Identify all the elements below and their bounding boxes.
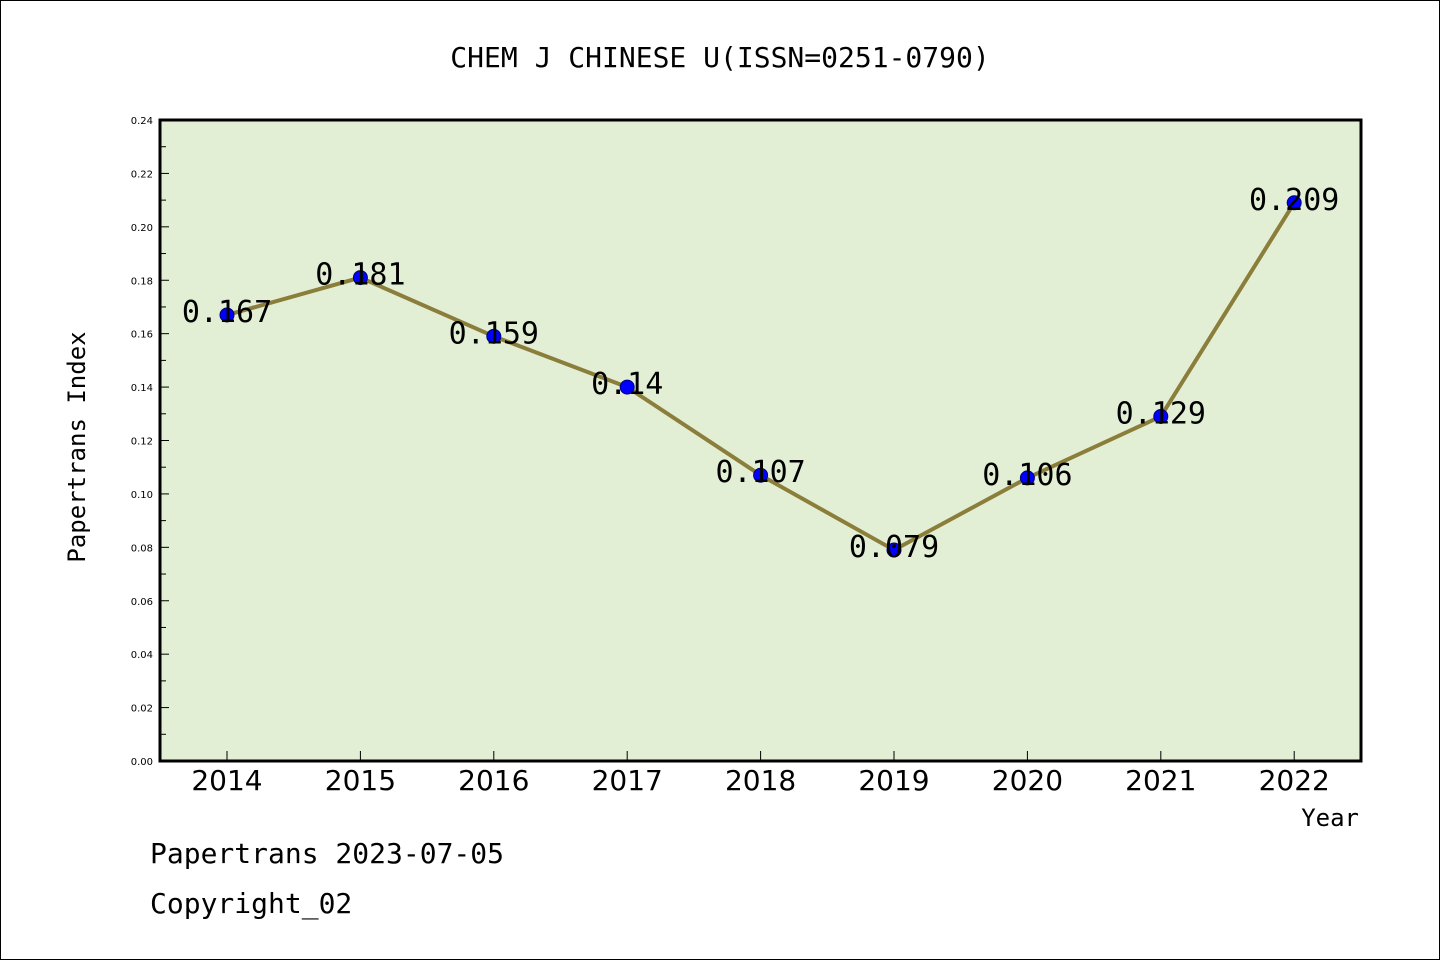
y-tick-label: 0.18 [131, 276, 153, 287]
y-tick-label: 0.14 [131, 383, 153, 394]
data-label: 0.129 [1116, 396, 1206, 431]
y-axis-label: Papertrans Index [63, 331, 91, 562]
y-tick-label: 0.04 [131, 650, 153, 661]
data-markers [219, 195, 1302, 558]
x-tick-label: 2015 [325, 764, 396, 797]
x-tick-label: 2014 [191, 764, 262, 797]
data-label: 0.079 [849, 530, 939, 565]
y-tick-label: 0.16 [131, 330, 153, 341]
data-label: 0.107 [715, 455, 805, 490]
data-point [219, 307, 235, 323]
data-point [1019, 470, 1035, 486]
y-tick-label: 0.12 [131, 437, 153, 448]
y-tick-label: 0.20 [131, 223, 153, 234]
x-tick-label: 2019 [858, 764, 929, 797]
data-label: 0.159 [449, 316, 539, 351]
y-tick-label: 0.00 [131, 757, 153, 768]
y-tick-label: 0.22 [131, 169, 153, 180]
y-tick-label: 0.24 [131, 116, 153, 127]
y-tick-label: 0.08 [131, 543, 153, 554]
data-point [352, 270, 368, 286]
x-tick-label: 2020 [992, 764, 1063, 797]
x-axis-label: Year [1301, 804, 1359, 832]
footer-date: Papertrans 2023-07-05 [150, 837, 504, 870]
data-point [619, 379, 635, 395]
data-label: 0.106 [982, 458, 1072, 493]
data-label: 0.181 [315, 258, 405, 293]
chart-title: CHEM J CHINESE U(ISSN=0251-0790) [450, 41, 989, 74]
y-tick-label: 0.10 [131, 490, 153, 501]
x-tick-label: 2017 [592, 764, 663, 797]
data-point [1153, 408, 1169, 424]
data-point [886, 542, 902, 558]
y-axis-ticks: 0.00 0.02 0.04 0.06 0.08 0.10 0.12 0.14 0.16 0.18… [131, 116, 169, 768]
data-label: 0.167 [182, 295, 272, 330]
data-point [1286, 195, 1302, 211]
x-tick-label: 2021 [1125, 764, 1196, 797]
data-labels: 0.167 0.181 0.159 0.14 0.107 0.079 0.106 0.129 0… [182, 183, 1340, 565]
plot-area [158, 118, 1363, 763]
x-axis-ticks: 2014 2015 2016 2017 2018 2019 2020 2021 2022 [191, 751, 1330, 797]
data-point [486, 328, 502, 344]
y-tick-label: 0.02 [131, 704, 153, 715]
data-point [753, 467, 769, 483]
x-tick-label: 2018 [725, 764, 796, 797]
y-tick-label: 0.06 [131, 597, 153, 608]
footer-copyright: Copyright_02 [150, 887, 352, 921]
x-tick-label: 2016 [458, 764, 529, 797]
data-label: 0.209 [1249, 183, 1339, 218]
x-tick-label: 2022 [1259, 764, 1330, 797]
data-label: 0.14 [591, 367, 663, 402]
